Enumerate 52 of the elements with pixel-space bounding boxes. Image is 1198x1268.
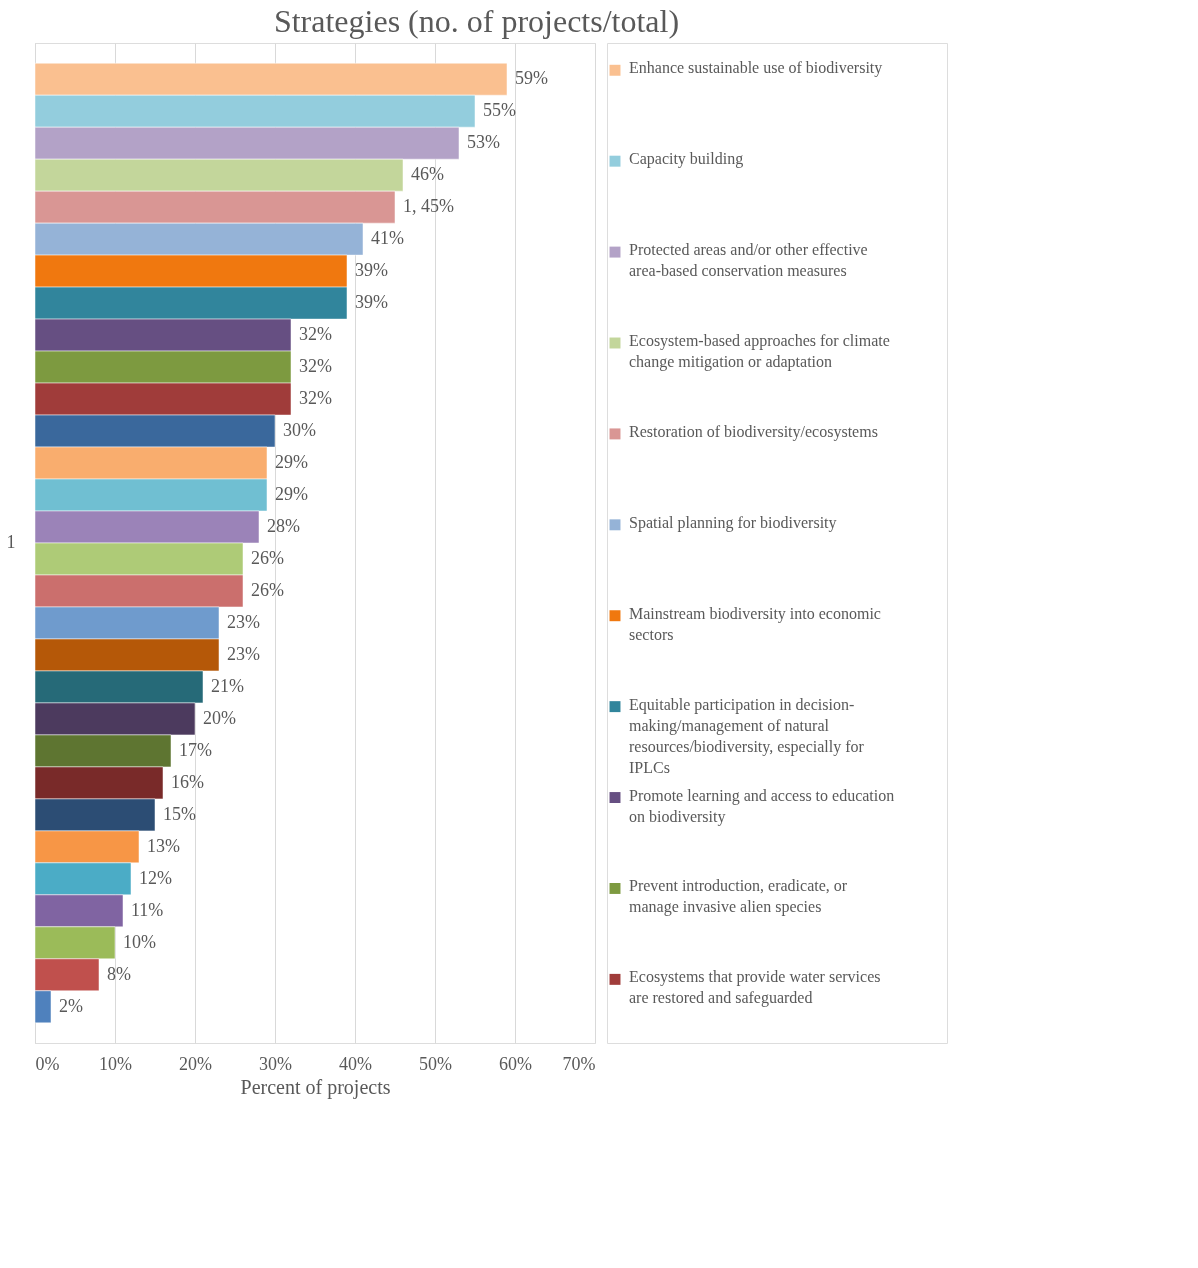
y-tick-label: 1 <box>6 532 16 552</box>
legend-label: Restoration of biodiversity/ecosystems <box>629 422 878 441</box>
data-label: 53% <box>467 132 500 153</box>
x-tick-label: 0% <box>35 1053 60 1074</box>
data-label: 23% <box>227 643 260 664</box>
x-tick-label: 40% <box>339 1053 372 1074</box>
x-tick-label: 20% <box>179 1053 212 1074</box>
legend-label: Prevent introduction, eradicate, or manage invasive alien species <box>629 877 848 917</box>
legend-label: Capacity building <box>629 150 744 169</box>
data-label: 55% <box>483 100 516 121</box>
legend-label: Enhance sustainable use of biodiversity <box>629 59 883 78</box>
data-label: 29% <box>275 484 308 505</box>
legend-label: Mainstream biodiversity into economic sectors <box>629 604 881 643</box>
data-label: 26% <box>251 547 284 568</box>
legend-label: Equitable participation in decision-making/management of natural resources/biodiversity, especially for IPLCs <box>629 695 865 776</box>
data-label: 28% <box>267 516 300 537</box>
data-label: 30% <box>283 420 316 441</box>
data-label: 15% <box>163 803 196 824</box>
data-label: 59% <box>515 68 548 89</box>
data-label: 1, 45% <box>403 196 454 217</box>
legend-label: Spatial planning for biodiversity <box>629 513 837 532</box>
chart-title: Strategies (no. of projects/total) <box>273 2 680 39</box>
x-tick-label: 30% <box>259 1053 292 1074</box>
data-label: 46% <box>411 164 444 185</box>
data-label: 16% <box>171 771 204 792</box>
data-label: 41% <box>371 228 404 249</box>
data-label: 13% <box>147 835 180 856</box>
data-label: 29% <box>275 452 308 473</box>
data-label: 26% <box>251 579 284 600</box>
data-label: 8% <box>107 963 131 984</box>
data-label: 17% <box>179 739 212 760</box>
x-tick-label: 50% <box>419 1053 452 1074</box>
data-label: 39% <box>355 260 388 281</box>
data-label: 32% <box>299 324 332 345</box>
data-label: 32% <box>299 388 332 409</box>
legend-label: Protected areas and/or other effective area-based conservation measures <box>629 241 868 280</box>
legend-label: Ecosystem-based approaches for climate change mitigation or adaptation <box>629 332 890 371</box>
x-tick-label: 10% <box>99 1053 132 1074</box>
data-label: 32% <box>299 356 332 377</box>
data-label: 11% <box>131 899 164 920</box>
data-label: 10% <box>123 931 156 952</box>
data-label: 20% <box>203 707 236 728</box>
legend-label: Ecosystems that provide water services are restored and safeguarded <box>629 968 881 1008</box>
x-axis-title: Percent of projects <box>240 1075 391 1099</box>
x-tick-label: 70% <box>562 1053 596 1074</box>
data-label: 2% <box>59 995 83 1016</box>
data-label: 12% <box>139 867 172 888</box>
data-label: 21% <box>211 675 244 696</box>
legend-label: Promote learning and access to education on biodiversity <box>629 786 895 826</box>
x-tick-label: 60% <box>499 1053 532 1074</box>
data-label: 39% <box>355 292 388 313</box>
data-label: 23% <box>227 611 260 632</box>
